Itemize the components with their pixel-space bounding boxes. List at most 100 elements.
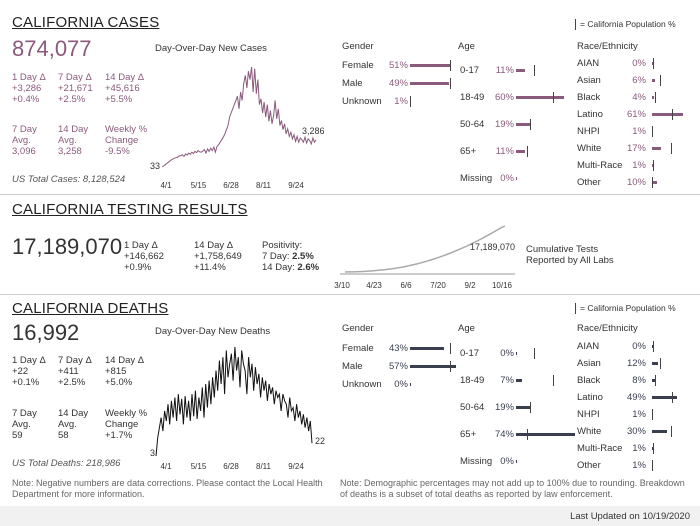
demo-race-bar [652,447,653,450]
demo-age-percent: 19% [494,119,514,130]
demo-race-bar [652,96,654,99]
demo-gender-percent: 1% [394,96,408,107]
demo-race-label: Latino [577,109,603,120]
population-marker [655,374,656,386]
demo-race-label: Multi-Race [577,160,623,171]
deaths-x-tick-label: 5/15 [191,462,207,471]
us-total-deaths: US Total Deaths: 218,986 [12,458,121,469]
demo-race-bar [652,181,657,184]
demo-age-label: Missing [460,456,493,467]
cases-day1: 1 Day Δ +3,286 +0.4% [12,72,46,105]
population-marker [450,77,451,89]
testing-line-chart: 17,189,070 3/10 4/23 6/6 7/20 9/2 10/16 [334,225,515,290]
population-legend: = California Population % [580,303,676,313]
population-marker [552,91,554,103]
testing-x-tick-label: 7/20 [430,281,446,290]
testing-x-tick-label: 3/10 [334,281,350,290]
us-total-cases: US Total Cases: 8,128,524 [12,174,126,185]
demo-gender-percent: 43% [388,343,408,354]
population-marker [450,342,451,354]
cases-x-tick-label: 5/15 [191,181,207,190]
demo-race-label: White [577,143,602,154]
cases-x-tick-label: 6/28 [223,181,239,190]
population-marker [671,108,673,120]
divider [0,294,700,295]
deaths-weekly-change: Weekly % Change +1.7% [105,408,148,441]
deaths-end-label: 22 [315,436,325,446]
demo-race-label: Asian [577,358,601,369]
demo-race-percent: 1% [632,126,646,137]
deaths-day14: 14 Day Δ +815 +5.0% [105,355,145,388]
population-marker [530,401,532,413]
demo-race-label: Latino [577,392,603,403]
population-marker [655,91,656,103]
demo-race-bar [652,379,656,382]
deaths-avg14: 14 Day Avg. 58 [58,408,89,441]
deaths-section-title: CALIFORNIA DEATHS [12,300,169,317]
demo-age-bar [516,406,532,409]
cases-x-tick-label: 8/11 [256,181,272,190]
demo-race-label: Multi-Race [577,443,623,454]
demo-race-percent: 1% [632,460,646,471]
deaths-total: 16,992 [12,320,80,345]
demo-race-label: AIAN [577,58,600,69]
cases-avg14: 14 Day Avg. 3,258 [58,124,89,157]
population-marker [534,347,536,359]
footer [0,506,700,526]
demo-race-percent: 30% [626,426,646,437]
demo-race-percent: 1% [632,443,646,454]
testing-positivity: Positivity: 7 Day: 2.5% 14 Day: 2.6% [262,240,320,273]
population-marker [527,145,529,157]
population-marker [652,408,653,420]
population-legend: = California Population % [580,19,676,29]
note-demographics: Note: Demographic percentages may not ad… [340,478,685,499]
demo-race-percent: 12% [626,358,646,369]
demo-race-percent: 4% [632,92,646,103]
population-marker [659,74,661,86]
deaths-race-header: Race/Ethnicity [577,323,638,334]
demo-age-label: 50-64 [460,402,485,413]
population-marker [671,391,673,403]
population-marker [652,57,654,69]
deaths-x-tick-label: 8/11 [256,462,272,471]
demo-age-label: 65+ [460,146,477,157]
demo-age-bar [516,460,517,463]
demo-age-percent: 0% [500,456,514,467]
cases-x-tick-label: 9/24 [288,181,304,190]
demo-race-bar [652,113,683,116]
testing-section-title: CALIFORNIA TESTING RESULTS [12,201,248,218]
population-marker [652,459,653,471]
demo-gender-percent: 51% [388,60,408,71]
demo-age-bar [516,379,522,382]
population-marker [653,159,654,171]
demo-race-label: Black [577,375,601,386]
testing-day1: 1 Day Δ +146,662 +0.9% [124,240,164,273]
demo-race-label: Asian [577,75,601,86]
demo-race-bar [652,362,658,365]
demo-race-bar [652,147,661,150]
demo-age-bar [516,352,517,355]
demo-age-label: 65+ [460,429,477,440]
cases-total: 874,077 [12,36,92,61]
demo-age-bar [516,96,564,99]
demo-age-bar [516,177,517,180]
demo-gender-bar [410,365,456,368]
cases-chart-title: Day-Over-Day New Cases [155,43,267,54]
population-marker [652,340,654,352]
population-marker [652,176,653,188]
demo-age-bar [516,150,525,153]
deaths-x-tick-label: 9/24 [288,462,304,471]
demo-gender-percent: 49% [388,78,408,89]
deaths-day1: 1 Day Δ +22 +0.1% [12,355,46,388]
demo-gender-label: Female [342,60,374,71]
demo-gender-bar [410,347,445,350]
demo-race-percent: 1% [632,409,646,420]
demo-race-bar [652,430,667,433]
testing-x-tick-label: 6/6 [400,281,412,290]
divider [0,194,700,195]
cases-weekly-change: Weekly % Change -9.5% [105,124,148,157]
population-marker [450,59,451,71]
demo-race-label: Other [577,177,601,188]
cases-day14: 14 Day Δ +45,616 +5.5% [105,72,145,105]
demo-gender-label: Unknown [342,96,382,107]
